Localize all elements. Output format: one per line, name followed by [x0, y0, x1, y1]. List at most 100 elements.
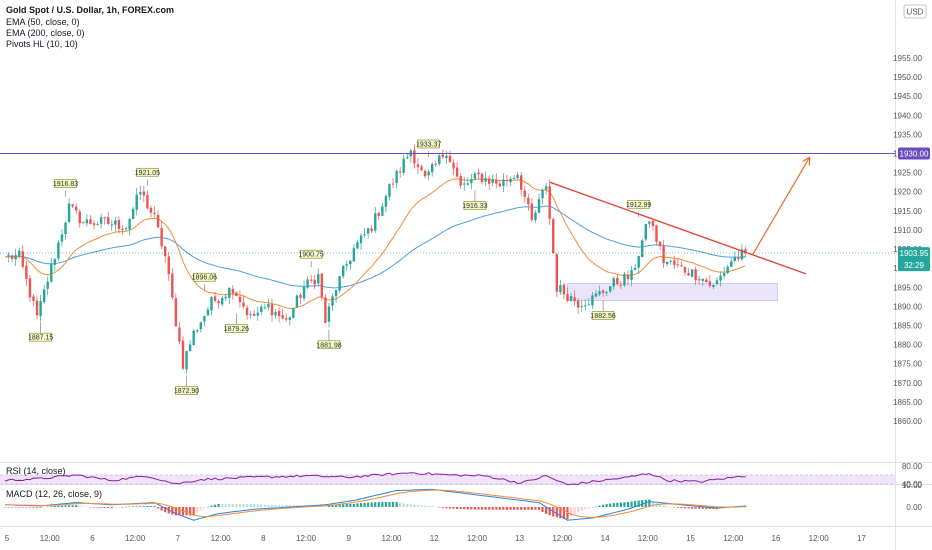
candle: [178, 321, 181, 345]
macd-histogram-bar: [619, 502, 622, 507]
pivot-box: [627, 199, 650, 209]
macd-histogram-bar: [505, 507, 509, 510]
candle-body: [277, 311, 281, 317]
candle: [715, 277, 719, 286]
candle-body: [196, 330, 199, 332]
candle: [455, 161, 459, 178]
macd-histogram-bar: [50, 506, 53, 507]
macd-histogram-bar: [377, 502, 380, 507]
pivot-label: 1896.06: [192, 275, 217, 282]
candle: [641, 238, 644, 258]
projection-arrow-head: [802, 156, 811, 166]
candle-body: [245, 307, 249, 316]
candle-body: [438, 155, 441, 165]
candle-body: [242, 302, 245, 307]
candle: [388, 182, 391, 201]
time-axis-layer[interactable]: 5 12:00 6 12:00 7 12:00 8 12:00 9 12:00 12 12:00 13 1…: [5, 534, 867, 543]
macd-histogram-bar: [192, 507, 195, 516]
trendline[interactable]: [549, 181, 807, 275]
candle: [480, 172, 484, 185]
pivot-box: [29, 332, 52, 342]
macd-histogram-bar: [616, 502, 619, 507]
candle-body: [299, 294, 302, 298]
candle: [267, 298, 270, 311]
candle: [463, 176, 466, 191]
legend-ema50[interactable]: EMA (50, close, 0): [6, 17, 80, 27]
macd-histogram-bar: [512, 507, 516, 510]
candle-body: [10, 255, 14, 260]
candle-body: [349, 260, 352, 265]
candle: [708, 275, 712, 288]
candle-body: [249, 314, 252, 316]
candle: [502, 173, 505, 193]
legend-ema200[interactable]: EMA (200, close, 0): [6, 28, 85, 38]
macd-histogram-bar: [356, 503, 359, 507]
candle-body: [71, 204, 74, 207]
pivot-low-3: 1881.98: [316, 329, 342, 349]
price-tick-label: 1890.00: [893, 302, 922, 311]
macd-histogram-bar: [662, 505, 665, 507]
pivot-label: 1912.99: [626, 202, 651, 209]
price-tick-label: 1865.00: [893, 398, 922, 407]
price-tick-label: 1895.00: [893, 283, 922, 292]
candle: [124, 226, 128, 231]
candle-body: [334, 289, 338, 297]
candle: [309, 274, 313, 284]
candle-body: [14, 255, 17, 260]
candle-body: [484, 178, 487, 182]
candle-body: [174, 298, 178, 327]
candle-body: [420, 166, 423, 171]
currency-button[interactable]: USD: [903, 4, 927, 19]
macd-histogram-bar: [103, 507, 106, 508]
legend-pivots[interactable]: Pivots HL (10, 10): [6, 39, 78, 49]
macd-histogram-bar: [676, 507, 679, 508]
candle-body: [459, 176, 462, 186]
candle-body: [359, 235, 363, 244]
pivot-low-2: 1879.26: [224, 313, 249, 333]
candle-body: [342, 265, 345, 277]
candle-body: [317, 274, 320, 284]
candle: [249, 311, 252, 319]
candle-body: [512, 178, 516, 180]
macd-histogram-bar: [381, 502, 384, 507]
candle: [384, 193, 388, 213]
macd-histogram-bar: [438, 507, 441, 508]
macd-histogram-bar: [78, 505, 81, 507]
candle-body: [39, 301, 42, 317]
price-tick-label: 1920.00: [893, 188, 922, 197]
macd-histogram-bar: [651, 501, 655, 507]
candle: [487, 175, 491, 190]
macd-histogram-bar: [149, 506, 153, 507]
macd-histogram-bar: [153, 505, 156, 507]
rsi-title[interactable]: RSI (14, close): [6, 466, 66, 476]
macd-histogram-bar: [274, 505, 277, 507]
candle: [28, 275, 32, 302]
macd-histogram-bar: [431, 505, 434, 507]
pivot-label: 1933.37: [416, 141, 441, 148]
candle: [75, 203, 78, 214]
candle: [484, 171, 487, 187]
macd-histogram-bar: [452, 507, 455, 509]
candle: [185, 350, 188, 374]
candle: [277, 307, 281, 323]
macd-histogram-bar: [43, 507, 46, 508]
candle: [477, 168, 480, 180]
candle-body: [665, 261, 669, 264]
candle-body: [441, 154, 445, 158]
candle-body: [673, 260, 676, 265]
macd-title[interactable]: MACD (12, 26, close, 9): [6, 489, 102, 499]
price-tick-label: 1955.00: [893, 54, 922, 63]
projection-arrow-shaft[interactable]: [752, 157, 811, 256]
macd-histogram-bar: [185, 507, 188, 516]
candle: [434, 160, 437, 167]
pivot-low-1: 1872.90: [174, 375, 199, 395]
macd-histogram-bar: [327, 505, 331, 507]
candle: [655, 224, 658, 246]
candle: [82, 221, 85, 224]
candle: [57, 240, 60, 261]
macd-histogram-bar: [196, 507, 199, 513]
candle: [64, 221, 67, 240]
candle-body: [737, 257, 740, 259]
macd-histogram-bar: [409, 504, 412, 507]
